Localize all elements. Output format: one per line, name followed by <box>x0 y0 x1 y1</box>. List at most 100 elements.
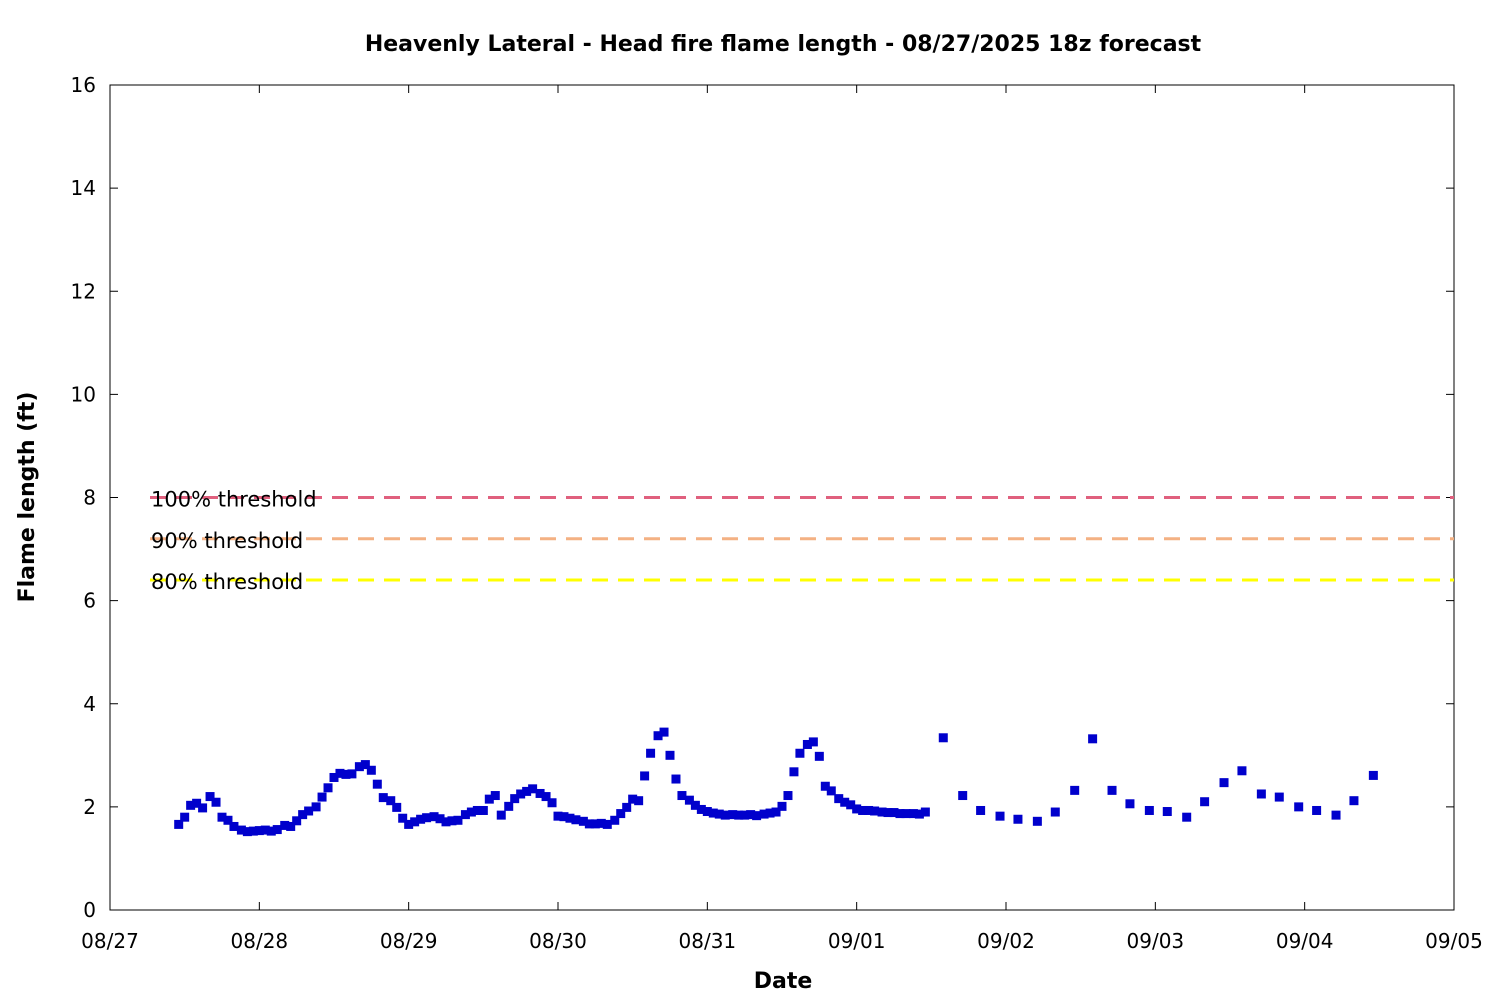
data-point <box>1162 807 1172 817</box>
data-point <box>211 797 221 807</box>
data-point <box>826 786 836 796</box>
data-point <box>1088 734 1098 744</box>
data-point <box>329 772 339 782</box>
data-point <box>559 812 569 822</box>
data-point <box>752 811 762 821</box>
data-point <box>1349 796 1359 806</box>
data-point <box>1256 789 1266 799</box>
data-point <box>602 819 612 829</box>
data-point <box>889 808 899 818</box>
data-point <box>1294 802 1304 812</box>
data-point <box>472 805 482 815</box>
data-point <box>453 815 463 825</box>
y-tick-label: 4 <box>83 692 96 716</box>
data-point <box>958 791 968 801</box>
data-point <box>404 819 414 829</box>
data-point <box>596 818 606 828</box>
x-tick-label: 09/03 <box>1127 929 1185 953</box>
data-point <box>429 812 439 822</box>
x-axis-label: Date <box>754 969 813 994</box>
data-point <box>1070 785 1080 795</box>
x-tick-label: 09/05 <box>1425 929 1483 953</box>
data-point <box>938 733 948 743</box>
data-point <box>236 825 246 835</box>
data-point <box>510 794 520 804</box>
data-point <box>410 817 420 827</box>
data-point <box>1125 799 1135 809</box>
data-point <box>1144 805 1154 815</box>
data-point <box>335 768 345 778</box>
data-point <box>858 805 868 815</box>
data-point <box>280 820 290 830</box>
y-tick-labels: 0 2 4 6 8 10 12 14 16 <box>71 73 96 922</box>
y-tick-label: 16 <box>71 73 96 97</box>
data-point <box>217 812 227 822</box>
data-point <box>1182 812 1192 822</box>
data-point <box>174 819 184 829</box>
data-point <box>360 760 370 770</box>
x-tick-label: 08/31 <box>679 929 737 953</box>
data-point <box>864 805 874 815</box>
data-point <box>914 809 924 819</box>
threshold-lines <box>150 496 1454 582</box>
data-point <box>392 802 402 812</box>
data-point <box>447 816 457 826</box>
data-point <box>292 816 302 826</box>
data-point <box>484 794 494 804</box>
data-point <box>995 811 1005 821</box>
data-point <box>347 769 357 779</box>
data-point <box>634 796 644 806</box>
data-point <box>1200 797 1210 807</box>
data-point <box>765 808 775 818</box>
threshold-label: 90% threshold <box>151 529 303 553</box>
x-tick-label: 08/28 <box>231 929 289 953</box>
axis-ticks <box>110 85 1454 910</box>
data-point <box>317 792 327 802</box>
data-point <box>286 821 296 831</box>
data-point <box>1013 814 1023 824</box>
data-point <box>659 727 669 737</box>
data-point <box>665 750 675 760</box>
data-point <box>976 805 986 815</box>
threshold-label: 80% threshold <box>151 570 303 594</box>
data-point <box>311 802 321 812</box>
data-point <box>198 803 208 813</box>
data-point <box>795 748 805 758</box>
data-point <box>354 762 364 772</box>
threshold-labels: 100% threshold 90% threshold 80% threshold <box>151 488 317 595</box>
data-point <box>386 796 396 806</box>
data-point <box>192 798 202 808</box>
data-point <box>740 810 750 820</box>
data-point <box>783 791 793 801</box>
data-point <box>1107 785 1117 795</box>
y-tick-label: 12 <box>71 279 96 303</box>
data-point <box>1331 810 1341 820</box>
data-point <box>528 784 538 794</box>
data-point <box>720 810 730 820</box>
data-point <box>696 804 706 814</box>
data-point <box>1312 805 1322 815</box>
y-tick-label: 2 <box>83 795 96 819</box>
data-point <box>547 798 557 808</box>
data-point <box>616 809 626 819</box>
data-point <box>565 813 575 823</box>
data-point <box>646 748 656 758</box>
data-point <box>789 767 799 777</box>
data-point <box>677 791 687 801</box>
data-point <box>553 811 563 821</box>
data-point <box>702 807 712 817</box>
data-point <box>690 800 700 810</box>
data-point <box>1219 778 1229 788</box>
y-tick-label: 14 <box>71 176 96 200</box>
data-point <box>304 806 314 816</box>
data-point <box>398 813 408 823</box>
data-point <box>908 809 918 819</box>
x-tick-label: 08/30 <box>529 929 587 953</box>
data-point <box>378 793 388 803</box>
data-point <box>870 806 880 816</box>
data-point <box>180 812 190 822</box>
x-tick-label: 09/01 <box>828 929 886 953</box>
data-point <box>622 802 632 812</box>
data-point <box>366 765 376 775</box>
data-point <box>260 825 270 835</box>
